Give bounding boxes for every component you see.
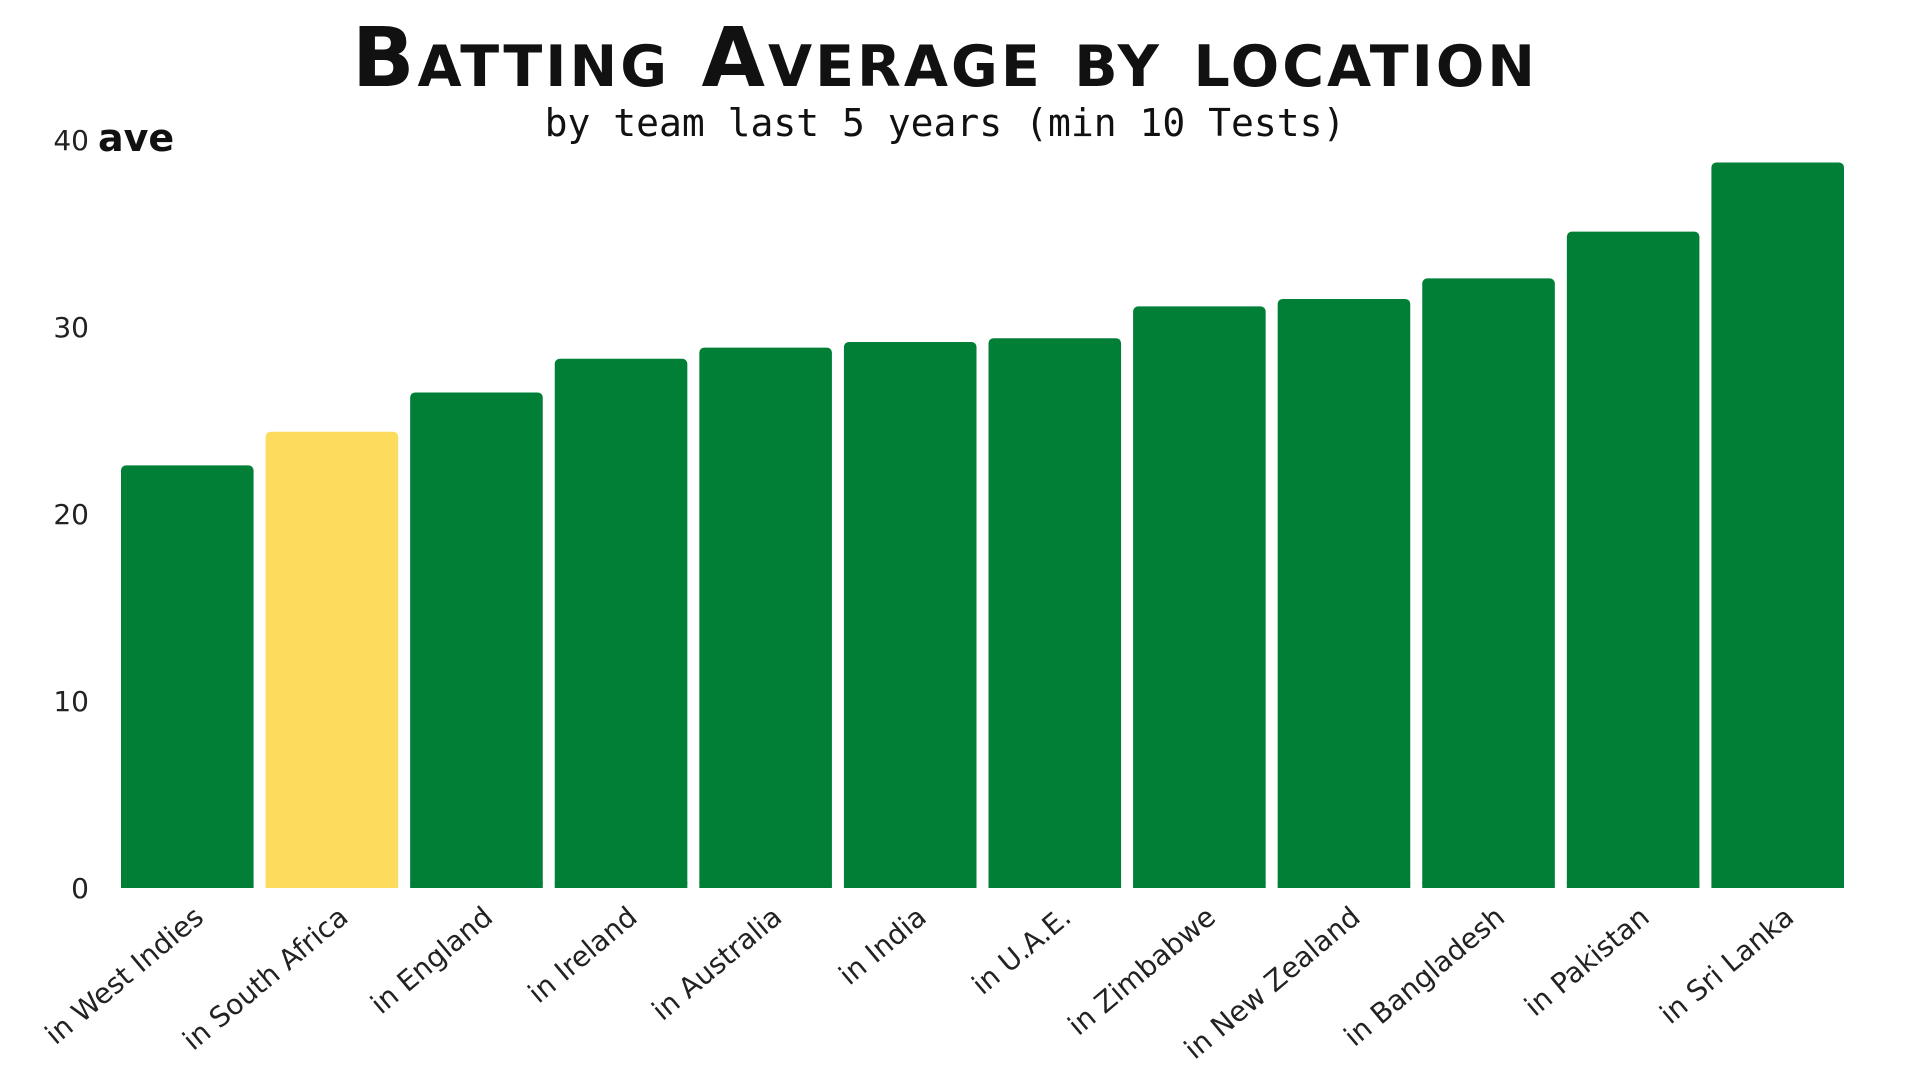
- x-tick-label: in England: [364, 900, 499, 1020]
- bar-base: [1566, 882, 1700, 888]
- y-tick-label: 20: [53, 498, 89, 531]
- bar-base: [1422, 882, 1555, 888]
- bar-in-west-indies: [121, 465, 254, 888]
- bar-base: [843, 882, 977, 888]
- y-tick-label: 40: [53, 124, 89, 157]
- bar-in-zimbabwe: [1133, 306, 1266, 888]
- x-tick-label: in Ireland: [522, 900, 644, 1010]
- x-tick-label: in Australia: [646, 900, 788, 1027]
- bars-group: [121, 162, 1844, 889]
- y-tick-label: 0: [71, 872, 89, 905]
- y-axis: 0 10 20 30 40: [53, 124, 89, 905]
- bar-base: [410, 882, 543, 888]
- x-tick-label: in Zimbabwe: [1062, 900, 1222, 1042]
- bar-base: [1711, 882, 1844, 888]
- chart-title: Batting Average by location: [352, 11, 1538, 106]
- bar-base: [121, 882, 254, 888]
- bar-base: [265, 882, 399, 888]
- bar-in-india: [843, 341, 977, 889]
- bar-base: [988, 882, 1122, 888]
- bar-in-sri-lanka: [1711, 162, 1844, 888]
- bar-in-new-zealand: [1277, 298, 1411, 888]
- bar-in-u-a-e-: [988, 338, 1122, 889]
- bar-in-bangladesh: [1422, 278, 1555, 888]
- bar-base: [1277, 882, 1411, 888]
- x-tick-label: in Sri Lanka: [1654, 900, 1801, 1031]
- bar-in-south-africa: [265, 431, 399, 888]
- bar-in-ireland: [554, 358, 688, 888]
- y-tick-label: 30: [53, 311, 89, 344]
- bar-in-pakistan: [1566, 231, 1700, 888]
- bar-base: [1133, 882, 1266, 888]
- chart-subtitle: by team last 5 years (min 10 Tests): [545, 101, 1346, 145]
- bar-in-australia: [699, 347, 832, 888]
- bar-in-england: [410, 392, 543, 888]
- y-tick-label: 10: [53, 685, 89, 718]
- bar-base: [554, 882, 688, 888]
- x-tick-label: in Pakistan: [1518, 900, 1655, 1023]
- bar-base: [699, 882, 832, 888]
- y-axis-label: ave: [98, 116, 174, 160]
- x-tick-label: in U.A.E.: [966, 900, 1078, 1001]
- x-tick-label: in India: [832, 900, 932, 992]
